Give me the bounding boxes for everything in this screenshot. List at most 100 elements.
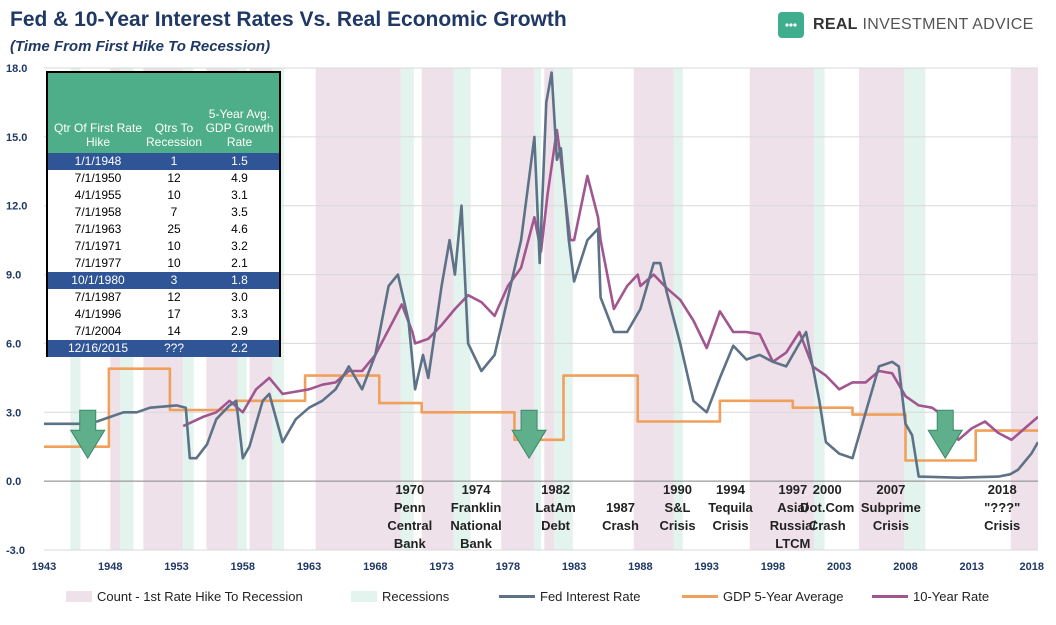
x-tick-label: 1958: [231, 561, 255, 573]
event-annotation: 2018: [988, 482, 1017, 497]
table-cell-qtrs: 10: [167, 239, 181, 253]
event-annotation: Crisis: [873, 518, 909, 533]
recession-band: [673, 68, 683, 550]
legend-label: Fed Interest Rate: [540, 589, 641, 604]
table-cell-qtrs: 1: [170, 154, 178, 168]
table-cell-qtrs: 7: [170, 205, 178, 219]
x-tick-label: 1973: [429, 561, 453, 573]
table-body: 1/1/1948 1 1.5 7/1/1950 12 4.9 4/1/1955 10 3.1 7/…: [48, 153, 279, 357]
legend-item: GDP 5-Year Average: [682, 589, 872, 604]
table-cell-date: 4/1/1996: [74, 307, 122, 321]
event-annotation: 1994: [716, 482, 746, 497]
event-annotation: LTCM: [775, 536, 810, 551]
legend-swatch: [351, 591, 377, 602]
table-cell-gdp: 1.5: [231, 154, 248, 168]
legend-swatch: [682, 595, 718, 598]
event-annotation: Bank: [394, 536, 427, 551]
legend-swatch: [872, 595, 908, 598]
x-tick-label: 1943: [32, 561, 56, 573]
table-cell-gdp: 3.3: [231, 307, 248, 321]
event-annotation: 1990: [663, 482, 692, 497]
x-tick-label: 1948: [98, 561, 122, 573]
table-cell-gdp: 2.1: [231, 256, 248, 270]
table-row: 7/1/2004 14 2.9: [48, 323, 279, 340]
x-tick-label: 1998: [761, 561, 785, 573]
event-annotation: Crash: [809, 518, 846, 533]
event-annotation: Crisis: [984, 518, 1020, 533]
event-annotation: Asia/: [777, 500, 808, 515]
legend-label: GDP 5-Year Average: [723, 589, 844, 604]
event-annotation: S&L: [665, 500, 691, 515]
legend-swatch: [499, 595, 535, 598]
x-tick-label: 2018: [1020, 561, 1044, 573]
table-cell-qtrs: 14: [167, 324, 181, 338]
event-annotation: Bank: [460, 536, 493, 551]
event-annotation: 2000: [813, 482, 842, 497]
event-annotation: Crash: [602, 518, 639, 533]
legend-label: 10-Year Rate: [913, 589, 990, 604]
legend-swatch: [66, 591, 92, 602]
table-row: 7/1/1971 10 3.2: [48, 238, 279, 255]
table-cell-qtrs: 25: [167, 222, 181, 236]
chart-subtitle: (Time From First Hike To Recession): [10, 38, 271, 55]
x-tick-label: 2013: [959, 561, 983, 573]
event-annotation: Russia/: [770, 518, 817, 533]
legend-item: Fed Interest Rate: [499, 589, 682, 604]
event-annotation: Crisis: [659, 518, 695, 533]
y-tick-label: 3.0: [6, 407, 21, 419]
recession-band: [453, 68, 471, 550]
x-tick-label: 1968: [363, 561, 387, 573]
table-header-qtrs: Qtrs To Recession: [145, 121, 203, 149]
table-row: 1/1/1948 1 1.5: [48, 153, 279, 170]
x-tick-label: 1993: [694, 561, 718, 573]
x-tick-label: 2008: [893, 561, 917, 573]
legend-label: Count - 1st Rate Hike To Recession: [97, 589, 303, 604]
table-row: 7/1/1987 12 3.0: [48, 289, 279, 306]
table-cell-gdp: 4.9: [231, 171, 248, 185]
table-cell-qtrs: 10: [167, 256, 181, 270]
table-cell-date: 1/1/1948: [74, 154, 122, 168]
recession-band: [814, 68, 825, 550]
table-cell-date: 12/16/2015: [67, 341, 129, 355]
legend-label: Recessions: [382, 589, 450, 604]
brand-logo: REAL INVESTMENT ADVICE: [778, 12, 1034, 38]
table-cell-date: 10/1/1980: [71, 273, 125, 287]
brand-name-rest: INVESTMENT ADVICE: [857, 16, 1034, 33]
y-tick-label: 12.0: [6, 201, 27, 213]
table-cell-date: 7/1/1950: [74, 171, 122, 185]
x-tick-label: 1988: [628, 561, 652, 573]
event-annotation: 1970: [395, 482, 424, 497]
event-annotation: Penn: [394, 500, 426, 515]
event-annotation: 1997: [778, 482, 807, 497]
table-cell-gdp: 2.2: [231, 341, 248, 355]
x-tick-label: 1963: [297, 561, 321, 573]
hike-band: [501, 68, 535, 550]
table-row: 7/1/1950 12 4.9: [48, 170, 279, 187]
table-header-quarter: Qtr Of First Rate Hike: [53, 121, 142, 149]
hike-band: [544, 68, 555, 550]
brand-name-bold: REAL: [813, 16, 858, 33]
hike-band: [859, 68, 905, 550]
table-row: 10/1/1980 3 1.8: [48, 272, 279, 289]
table-cell-date: 7/1/1977: [74, 256, 122, 270]
rate-hike-table: Qtr Of First Rate Hike Qtrs To Recession…: [46, 71, 281, 357]
x-tick-label: 1953: [164, 561, 188, 573]
event-annotation: Dot.Com: [800, 500, 854, 515]
event-annotation: Tequila: [708, 500, 753, 515]
event-annotation: National: [450, 518, 501, 533]
event-annotation: "???": [984, 500, 1020, 515]
table-cell-gdp: 1.8: [231, 273, 248, 287]
hike-band: [1010, 68, 1038, 550]
y-tick-label: 9.0: [6, 270, 21, 282]
table-header-gdp: 5-Year Avg. GDP Growth Rate: [205, 107, 274, 149]
legend-item: 10-Year Rate: [872, 589, 1042, 604]
y-tick-label: -3.0: [6, 545, 25, 557]
table-cell-date: 7/1/2004: [74, 324, 122, 338]
event-annotation: Debt: [541, 518, 571, 533]
table-cell-gdp: 3.1: [231, 188, 248, 202]
table-cell-qtrs: 12: [167, 171, 181, 185]
event-annotation: 2007: [876, 482, 905, 497]
event-annotation: LatAm: [535, 500, 575, 515]
table-cell-date: 7/1/1987: [74, 290, 122, 304]
hike-band: [749, 68, 815, 550]
